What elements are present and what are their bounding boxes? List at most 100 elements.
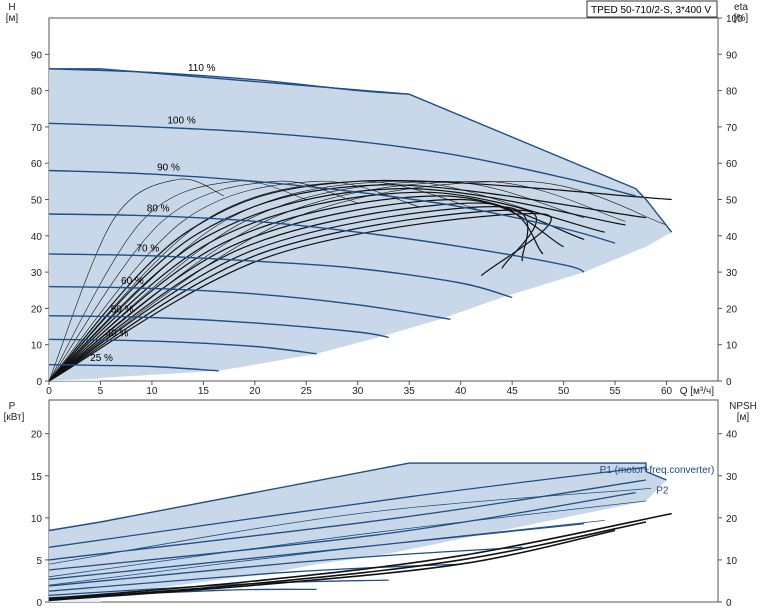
y2-tick-label: 100 [726, 14, 743, 25]
p-tick-label: 10 [31, 514, 43, 525]
eta-curve [48, 202, 544, 382]
x-tick-label: 5 [98, 386, 104, 397]
head-curve [48, 338, 317, 355]
npsh-curve [48, 512, 672, 600]
head-curve-label: 40 % [106, 328, 129, 339]
p1-curve [48, 491, 636, 571]
x-tick-label: 15 [198, 386, 210, 397]
y2-tick-label: 30 [726, 268, 738, 279]
eta-curve [48, 187, 626, 382]
eta-curve [48, 191, 605, 382]
npsh-tick-label: 10 [726, 556, 738, 567]
npsh-axis-unit: [м] [737, 412, 750, 423]
eta-thin-curve [48, 180, 307, 382]
p-axis-unit: [кВт] [4, 412, 25, 423]
eta-thin-curve [48, 180, 626, 382]
y2-tick-label: 90 [726, 50, 738, 61]
x-tick-label: 60 [661, 386, 673, 397]
power-operating-area [49, 463, 667, 602]
y-axis-title: H [8, 2, 15, 13]
y-tick-label: 30 [31, 268, 43, 279]
y2-tick-label: 20 [726, 304, 738, 315]
x-tick-label: 50 [558, 386, 570, 397]
eta-curve [48, 184, 647, 382]
head-curve-label: 60 % [121, 276, 144, 287]
p-axis-title: P [9, 401, 16, 412]
eta-thin-curve [48, 180, 482, 382]
npsh-curve [48, 529, 616, 602]
y-tick-label: 60 [31, 159, 43, 170]
npsh-axis-title: NPSH [729, 401, 757, 412]
eta-curve [48, 209, 538, 382]
head-curve [48, 253, 513, 299]
npsh-tick-label: 30 [726, 472, 738, 483]
x-tick-label: 10 [146, 386, 158, 397]
npsh-curve [48, 521, 647, 601]
y-axis-unit: [м] [6, 13, 19, 24]
npsh-tick-label: 20 [726, 514, 738, 525]
legend-p1: P1 (motor+freq.converter) [600, 465, 715, 476]
y-tick-label: 20 [31, 304, 43, 315]
y2-tick-label: 60 [726, 159, 738, 170]
y2-tick-label: 10 [726, 341, 738, 352]
x-tick-label: 45 [507, 386, 519, 397]
x-tick-label: 40 [455, 386, 467, 397]
x-tick-label: 35 [404, 386, 416, 397]
x-tick-label: 30 [352, 386, 364, 397]
p-tick-label: 20 [31, 430, 43, 441]
y-tick-label: 40 [31, 232, 43, 243]
head-curve [48, 213, 585, 273]
head-curve [48, 315, 389, 339]
eta-thin-curve [48, 178, 225, 382]
pump-label: TPED 50-710/2-S, 3*400 V [591, 5, 711, 16]
y2-axis-title: eta [734, 2, 748, 13]
eta-thin-curve [48, 180, 544, 382]
eta-thin-curve [48, 180, 585, 382]
p2-curve [48, 488, 652, 565]
head-curve [48, 364, 219, 372]
x-axis-title: Q [м³/ч] [680, 386, 715, 397]
head-curve-label: 25 % [90, 353, 113, 364]
head-curve [48, 169, 616, 244]
p-tick-label: 0 [36, 598, 42, 609]
p-tick-label: 5 [36, 556, 42, 567]
y2-tick-label: 40 [726, 232, 738, 243]
head-curve-label: 80 % [147, 204, 170, 215]
y2-tick-label: 50 [726, 196, 738, 207]
y-tick-label: 0 [36, 377, 42, 388]
pump-label-box: TPED 50-710/2-S, 3*400 V [586, 0, 718, 18]
y2-axis-unit: [%] [734, 13, 749, 24]
head-operating-area [49, 68, 672, 382]
y-tick-label: 50 [31, 196, 43, 207]
x-tick-label: 20 [249, 386, 261, 397]
y2-tick-label: 0 [726, 377, 732, 388]
power-max-envelope [48, 462, 667, 532]
y2-tick-label: 70 [726, 123, 738, 134]
p1-curve [48, 546, 523, 587]
head-curve-label: 110 % [188, 63, 216, 74]
y-tick-label: 90 [31, 50, 43, 61]
npsh-tick-label: 40 [726, 430, 738, 441]
p-tick-label: 15 [31, 472, 43, 483]
head-curve [48, 122, 636, 197]
y-tick-label: 70 [31, 123, 43, 134]
head-curve-label: 50 % [111, 305, 134, 316]
y-tick-label: 10 [31, 341, 43, 352]
head-max-envelope [49, 68, 673, 233]
p2-curve [48, 500, 647, 578]
x-tick-label: 55 [610, 386, 622, 397]
head-curve-label: 70 % [136, 243, 159, 254]
x-tick-label: 25 [301, 386, 313, 397]
head-curve-label: 90 % [157, 162, 180, 173]
p2-curve [48, 520, 605, 586]
p1-curve [48, 466, 647, 548]
npsh-tick-label: 0 [726, 598, 732, 609]
head-curve [48, 285, 451, 320]
y2-tick-label: 80 [726, 87, 738, 98]
eta-curve [48, 195, 585, 382]
head-curve-label: 100 % [167, 116, 195, 127]
x-tick-label: 0 [46, 386, 52, 397]
power-panel: 0 5 10 15 20 0 10 20 30 40 P[кВт] NPSH[м] P1 (motor+… [4, 399, 757, 609]
